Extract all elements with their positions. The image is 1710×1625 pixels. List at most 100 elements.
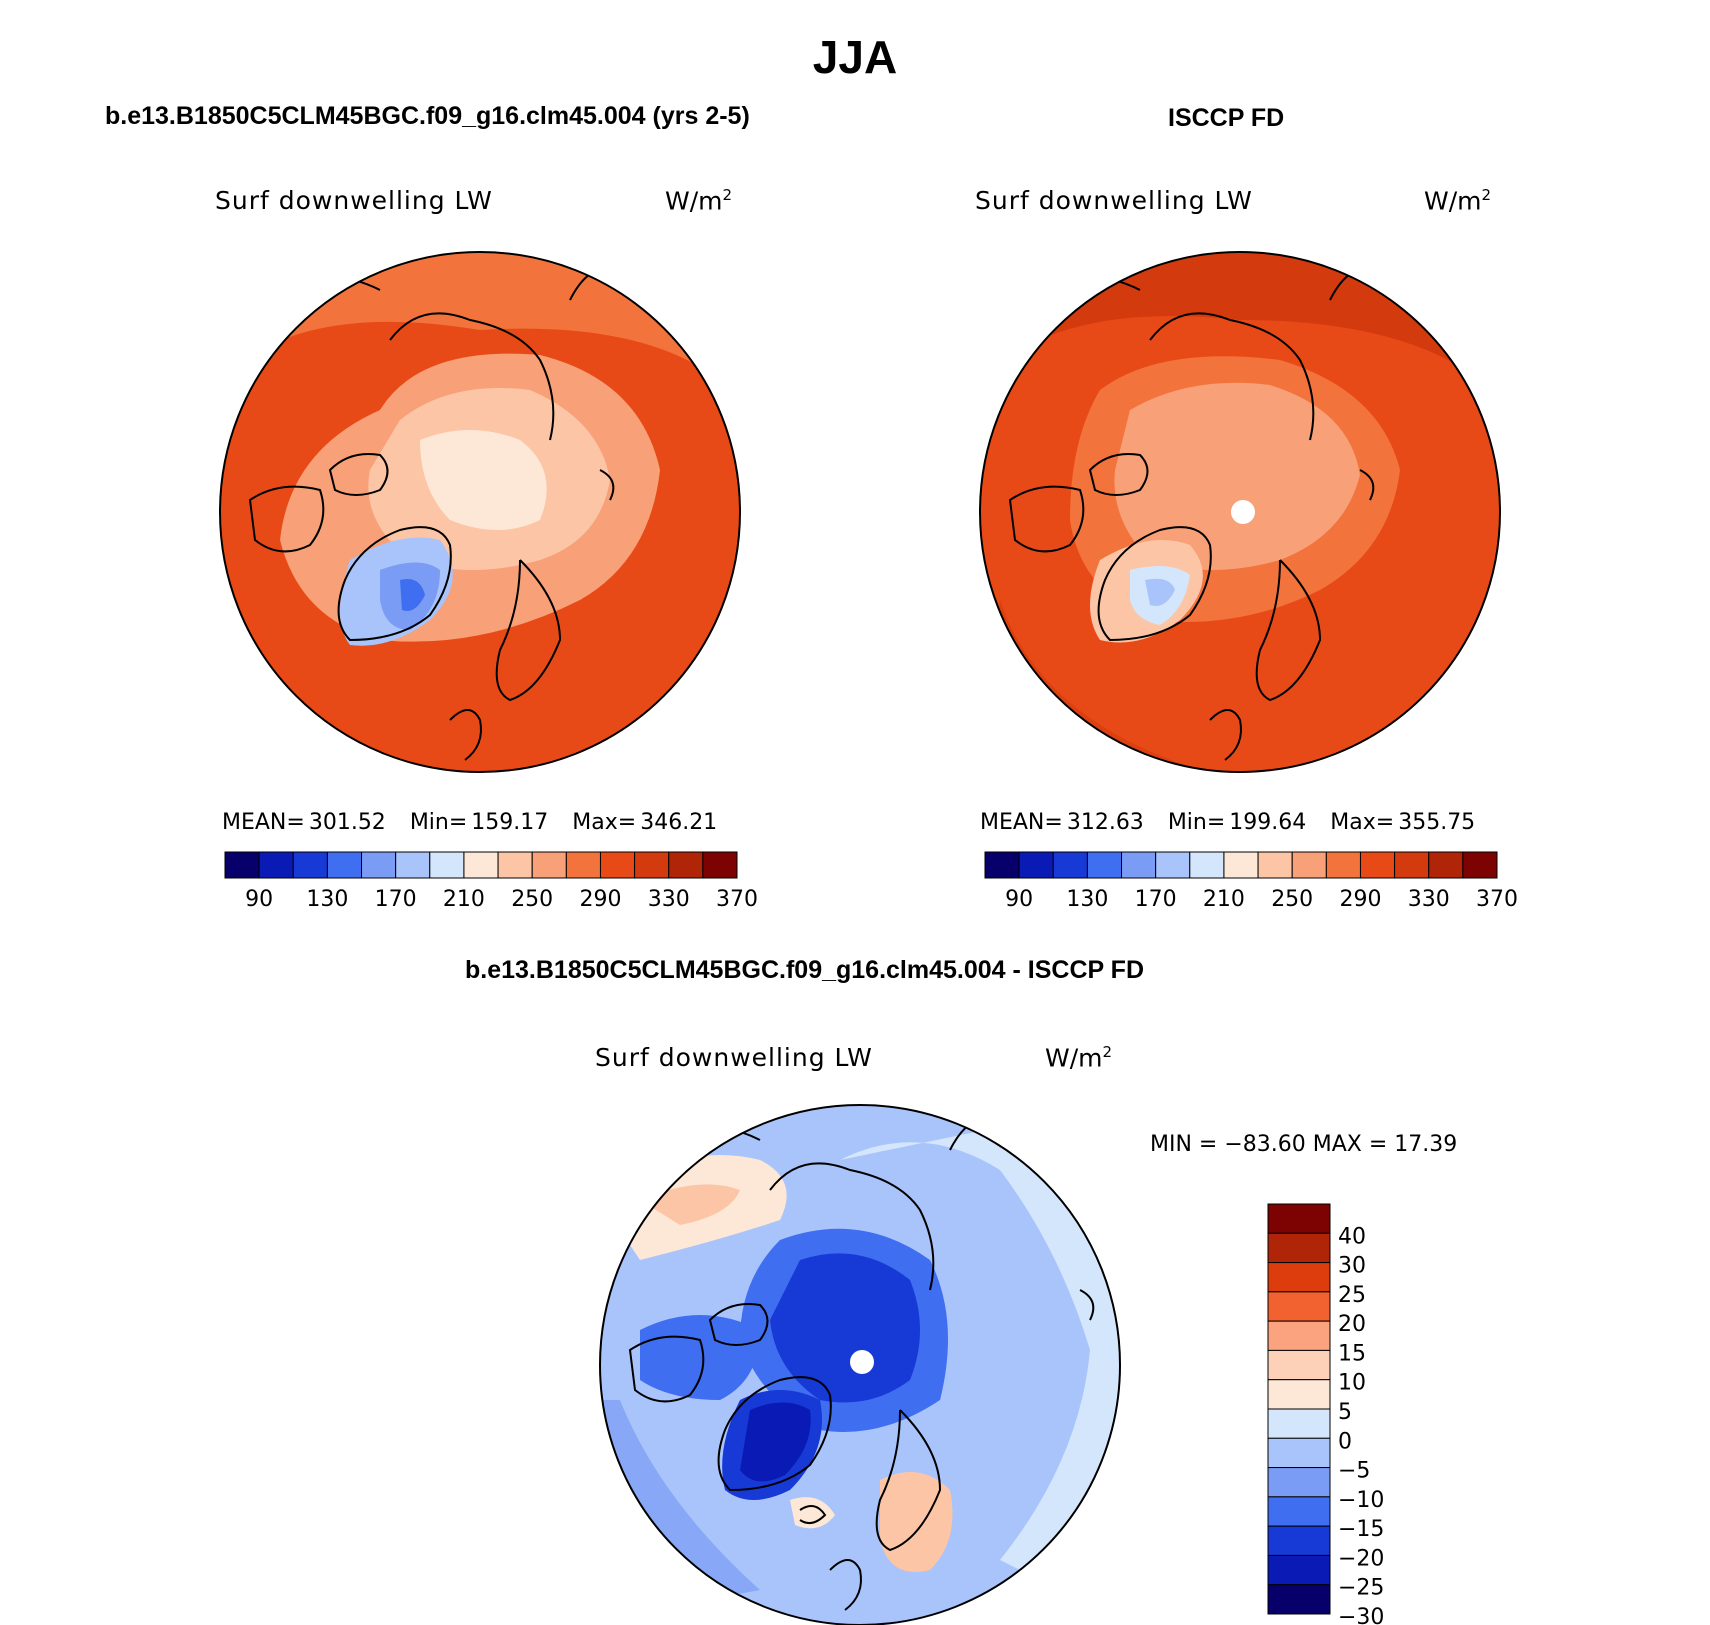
colorbar-model-tick-label: 170 <box>375 887 417 912</box>
colorbar-difference-swatch <box>1267 1554 1331 1586</box>
colorbar-difference-tick-label: 5 <box>1338 1400 1352 1425</box>
diff-variable-label: Surf downwelling LW <box>595 1043 873 1072</box>
colorbar-difference-tick-label: 30 <box>1338 1254 1366 1279</box>
colorbar-model-swatch <box>497 851 533 879</box>
colorbar-isccp-tick-label: 290 <box>1339 887 1381 912</box>
colorbar-difference-tick-label: 0 <box>1338 1429 1352 1454</box>
colorbar-isccp-swatch <box>1257 851 1293 879</box>
colorbar-isccp-tick-label: 130 <box>1066 887 1108 912</box>
colorbar-isccp-tick-label: 330 <box>1408 887 1450 912</box>
colorbar-model-swatch <box>702 851 738 879</box>
panel2-variable-label: Surf downwelling LW <box>975 186 1253 215</box>
panel1-title: b.e13.B1850C5CLM45BGC.f09_g16.clm45.004 … <box>105 102 750 130</box>
colorbar-model-swatch <box>668 851 704 879</box>
colorbar-difference-swatch <box>1267 1525 1331 1556</box>
colorbar-isccp-tick-label: 170 <box>1135 887 1177 912</box>
colorbar-difference-tick-label: 15 <box>1338 1341 1366 1366</box>
colorbar-difference-swatch <box>1267 1262 1331 1293</box>
colorbar-isccp-tick-label: 370 <box>1476 887 1518 912</box>
colorbar-isccp-tick-label: 250 <box>1271 887 1313 912</box>
colorbar-isccp-swatch <box>1291 851 1327 879</box>
colorbar-difference-swatch <box>1267 1203 1331 1234</box>
colorbar-difference-swatch <box>1267 1232 1331 1264</box>
colorbar-model-tick-label: 370 <box>716 887 758 912</box>
colorbar-difference-swatch <box>1267 1467 1331 1498</box>
figure-title: JJA <box>812 31 898 83</box>
colorbar-isccp-swatch <box>1018 851 1054 879</box>
colorbar-isccp-swatch <box>1462 851 1498 879</box>
colorbar-difference-swatch <box>1267 1379 1331 1410</box>
panel2-min-value: 199.64 <box>1229 810 1307 835</box>
colorbar-difference-tick-label: −15 <box>1338 1517 1384 1542</box>
colorbar-difference-tick-label: 10 <box>1338 1371 1366 1396</box>
colorbar-difference-tick-label: 40 <box>1338 1224 1366 1249</box>
colorbar-difference-swatch <box>1267 1320 1331 1351</box>
colorbar-model-swatch <box>224 851 260 879</box>
colorbar-model-swatch <box>531 851 567 879</box>
colorbar-difference-swatch <box>1267 1584 1331 1615</box>
colorbar-model-swatch <box>599 851 636 879</box>
colorbar-model-tick-label: 290 <box>579 887 621 912</box>
colorbar-difference-tick-label: 25 <box>1338 1283 1366 1308</box>
panel1-variable-label: Surf downwelling LW <box>215 186 493 215</box>
colorbar-model-swatch <box>429 851 465 879</box>
colorbar-model-swatch <box>258 851 294 879</box>
colorbar-isccp-swatch <box>1086 851 1123 879</box>
colorbar-model-tick-label: 210 <box>443 887 485 912</box>
colorbar-isccp-swatch <box>1155 851 1191 879</box>
panel2-max-value: 355.75 <box>1398 810 1476 835</box>
map1 <box>219 251 741 773</box>
colorbar-isccp-swatch <box>1121 851 1157 879</box>
colorbar-isccp-swatch <box>1189 851 1225 879</box>
colorbar-isccp: 90 130 170 210 250 290 330 370 <box>984 851 1518 912</box>
colorbar-isccp-swatch <box>1052 851 1088 879</box>
colorbar-model-swatch <box>565 851 601 879</box>
panel2-title: ISCCP FD <box>1168 104 1285 132</box>
panel1-mean-value: 301.52 <box>308 810 386 835</box>
colorbar-model: 90 130 170 210 250 290 330 370 <box>224 851 758 912</box>
panel1-max-value: 346.21 <box>640 810 718 835</box>
colorbar-difference-swatch <box>1267 1408 1331 1439</box>
panel1-min-label: Min= <box>409 810 468 835</box>
panel1-stats: MEAN= 301.52 Min= 159.17 Max= 346.21 <box>222 810 741 835</box>
diff-minmax: MIN = −83.60 MAX = 17.39 <box>1150 1132 1458 1157</box>
colorbar-isccp-swatch <box>984 851 1020 879</box>
colorbar-model-tick-label: 250 <box>511 887 553 912</box>
colorbar-difference-tick-label: −30 <box>1338 1605 1384 1625</box>
colorbar-isccp-swatch <box>1325 851 1361 879</box>
colorbar-model-swatch <box>463 851 499 879</box>
colorbar-isccp-swatch <box>1359 851 1396 879</box>
diff-units-label: W/m2 <box>1045 1043 1113 1073</box>
panel2-mean-label: MEAN= <box>980 810 1063 835</box>
colorbar-isccp-swatch <box>1394 851 1430 879</box>
colorbar-difference-tick-label: −5 <box>1338 1459 1370 1484</box>
colorbar-difference-swatch <box>1267 1291 1331 1322</box>
panel1-units-label: W/m2 <box>665 186 733 216</box>
colorbar-difference-swatch <box>1267 1437 1331 1469</box>
panel2-min-label: Min= <box>1167 810 1226 835</box>
colorbar-model-swatch <box>361 851 397 879</box>
colorbar-model-swatch <box>292 851 328 879</box>
colorbar-isccp-swatch <box>1223 851 1259 879</box>
colorbar-difference-tick-label: −10 <box>1338 1488 1384 1513</box>
colorbar-difference-tick-label: 20 <box>1338 1312 1366 1337</box>
panel2-units-label: W/m2 <box>1424 186 1492 216</box>
colorbar-model-tick-label: 90 <box>245 887 273 912</box>
panel1-mean-label: MEAN= <box>222 810 305 835</box>
colorbar-model-tick-label: 130 <box>306 887 348 912</box>
panel2-stats: MEAN= 312.63 Min= 199.64 Max= 355.75 <box>980 810 1499 835</box>
colorbar-difference-swatch <box>1267 1349 1331 1381</box>
panel1-min-value: 159.17 <box>471 810 549 835</box>
map3 <box>599 1104 1121 1625</box>
map2 <box>979 251 1501 773</box>
colorbar-model-swatch <box>326 851 363 879</box>
panel2-mean-value: 312.63 <box>1066 810 1144 835</box>
colorbar-difference-tick-label: −25 <box>1338 1576 1384 1601</box>
diff-panel-title: b.e13.B1850C5CLM45BGC.f09_g16.clm45.004 … <box>465 956 1145 984</box>
colorbar-isccp-tick-label: 90 <box>1005 887 1033 912</box>
colorbar-difference-swatch <box>1267 1496 1331 1527</box>
colorbar-model-tick-label: 330 <box>648 887 690 912</box>
colorbar-model-swatch <box>395 851 431 879</box>
